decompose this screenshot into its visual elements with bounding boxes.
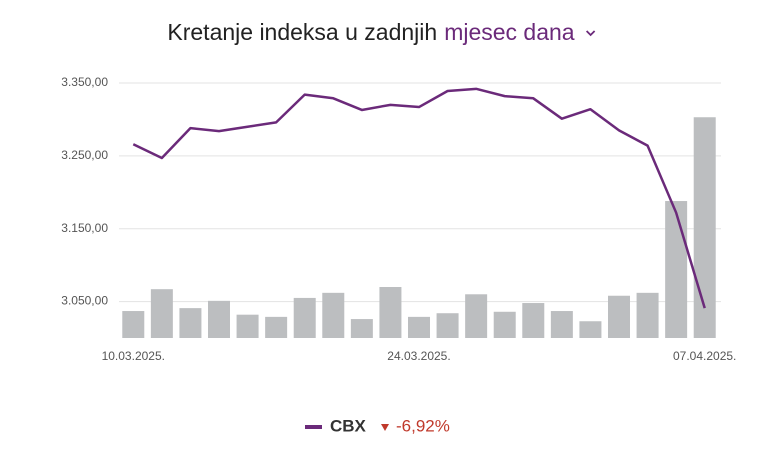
volume-bar bbox=[693, 117, 716, 338]
x-tick-label: 24.03.2025. bbox=[387, 349, 450, 363]
y-tick-label: 3.050,00 bbox=[61, 294, 108, 308]
grid bbox=[119, 82, 721, 303]
down-arrow bbox=[381, 424, 389, 431]
y-tick-label: 3.150,00 bbox=[61, 221, 108, 235]
volume-bar bbox=[150, 289, 173, 338]
y-tick-label: 3.250,00 bbox=[61, 148, 108, 162]
y-tick-label: 3.350,00 bbox=[61, 75, 108, 89]
legend-label: CBX bbox=[330, 416, 367, 435]
volume-bar bbox=[522, 303, 545, 338]
volume-bar bbox=[379, 287, 402, 338]
volume-bar bbox=[179, 308, 202, 338]
volume-bar bbox=[579, 321, 602, 338]
change-value: -6,92% bbox=[396, 416, 450, 435]
volume-bar bbox=[550, 311, 573, 338]
index-line bbox=[132, 87, 706, 309]
volume-bar bbox=[208, 300, 230, 338]
volume-bar bbox=[236, 314, 259, 338]
volume-bar bbox=[265, 316, 288, 338]
volume-bar bbox=[636, 292, 659, 338]
period-selector[interactable]: mjesec dana bbox=[444, 19, 575, 45]
volume-bar bbox=[408, 316, 430, 338]
volume-bar bbox=[350, 319, 373, 338]
volume-bar bbox=[665, 201, 688, 338]
x-tick-label: 07.04.2025. bbox=[673, 349, 736, 363]
dropdown-chevron[interactable] bbox=[585, 30, 596, 37]
chart-title: Kretanje indeksa u zadnjih bbox=[167, 19, 437, 45]
legend: CBX -6,92% bbox=[305, 416, 450, 435]
volume-bar bbox=[322, 292, 345, 338]
volume-bar bbox=[493, 311, 516, 338]
x-tick-label: 10.03.2025. bbox=[102, 349, 165, 363]
volume-bar bbox=[608, 295, 630, 338]
volume-bar bbox=[436, 313, 459, 338]
volume-bar bbox=[465, 294, 488, 338]
volume-bar bbox=[122, 311, 145, 338]
volume-bar bbox=[293, 297, 316, 338]
